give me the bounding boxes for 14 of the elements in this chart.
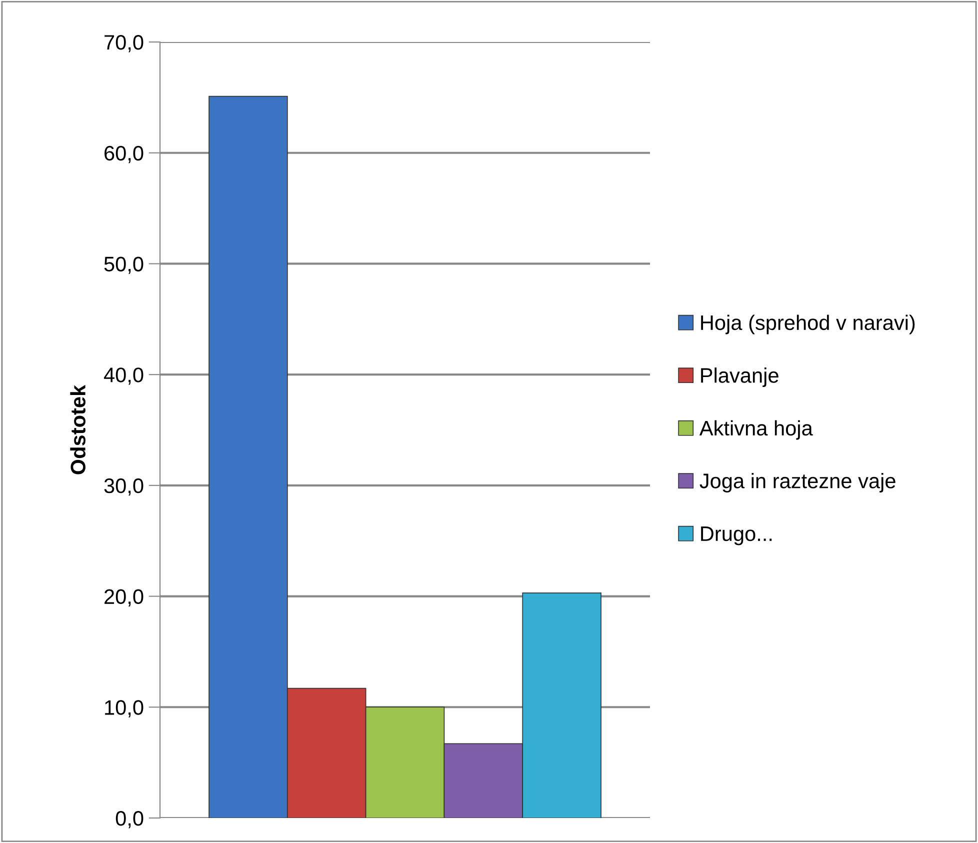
y-tick-label: 70,0 <box>104 35 144 52</box>
y-tick-label: 10,0 <box>105 700 144 718</box>
y-axis-title: Odstotek <box>70 384 86 474</box>
y-tick-label: 50,0 <box>104 256 144 274</box>
y-tick-label: 20,0 <box>104 589 144 606</box>
legend-label: Aktivna hoja <box>699 420 813 440</box>
y-tick-label: 30,0 <box>104 478 144 496</box>
legend-label: Plavanje <box>701 368 778 387</box>
legend-label: Joga in raztezne vaje <box>700 473 896 492</box>
y-tick-label: 0,0 <box>116 811 144 828</box>
y-tick-label: 40,0 <box>104 368 144 385</box>
y-tick-label: 60,0 <box>104 146 144 164</box>
legend-label: Hoja (sprehod v naravi) <box>701 314 915 334</box>
legend-label: Drugo... <box>701 526 772 546</box>
